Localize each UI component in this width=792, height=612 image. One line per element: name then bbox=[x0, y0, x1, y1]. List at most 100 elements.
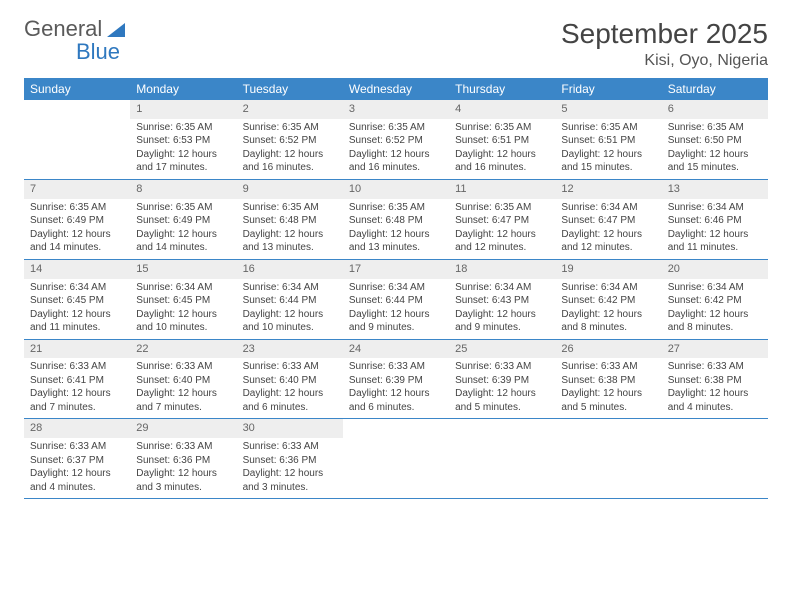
day-body: Sunrise: 6:35 AMSunset: 6:51 PMDaylight:… bbox=[555, 119, 661, 179]
calendar-cell: 5Sunrise: 6:35 AMSunset: 6:51 PMDaylight… bbox=[555, 100, 661, 179]
calendar-cell: 26Sunrise: 6:33 AMSunset: 6:38 PMDayligh… bbox=[555, 339, 661, 419]
day-body: Sunrise: 6:34 AMSunset: 6:42 PMDaylight:… bbox=[662, 279, 768, 339]
day-line: Daylight: 12 hours bbox=[243, 308, 337, 322]
day-line: Sunrise: 6:35 AM bbox=[668, 121, 762, 135]
day-line: and 8 minutes. bbox=[668, 321, 762, 335]
day-line: Daylight: 12 hours bbox=[349, 308, 443, 322]
day-line: Sunrise: 6:35 AM bbox=[561, 121, 655, 135]
calendar-cell: 21Sunrise: 6:33 AMSunset: 6:41 PMDayligh… bbox=[24, 339, 130, 419]
calendar-cell: 6Sunrise: 6:35 AMSunset: 6:50 PMDaylight… bbox=[662, 100, 768, 179]
calendar-cell-empty bbox=[555, 419, 661, 499]
day-line: Sunset: 6:48 PM bbox=[243, 214, 337, 228]
logo-sail-icon bbox=[107, 23, 125, 37]
calendar-cell-empty bbox=[24, 100, 130, 179]
day-line: and 12 minutes. bbox=[455, 241, 549, 255]
calendar-cell: 20Sunrise: 6:34 AMSunset: 6:42 PMDayligh… bbox=[662, 259, 768, 339]
day-line: Daylight: 12 hours bbox=[349, 148, 443, 162]
day-line: Sunrise: 6:34 AM bbox=[455, 281, 549, 295]
header: General Blue September 2025 Kisi, Oyo, N… bbox=[24, 18, 768, 70]
day-line: and 16 minutes. bbox=[243, 161, 337, 175]
day-body: Sunrise: 6:33 AMSunset: 6:39 PMDaylight:… bbox=[343, 358, 449, 418]
day-line: and 6 minutes. bbox=[349, 401, 443, 415]
day-line: and 3 minutes. bbox=[136, 481, 230, 495]
title-block: September 2025 Kisi, Oyo, Nigeria bbox=[561, 18, 768, 70]
day-number: 8 bbox=[130, 180, 236, 199]
day-body: Sunrise: 6:33 AMSunset: 6:37 PMDaylight:… bbox=[24, 438, 130, 498]
day-line: and 4 minutes. bbox=[668, 401, 762, 415]
calendar-cell: 12Sunrise: 6:34 AMSunset: 6:47 PMDayligh… bbox=[555, 179, 661, 259]
day-line: and 14 minutes. bbox=[136, 241, 230, 255]
day-number: 28 bbox=[24, 419, 130, 438]
day-line: Daylight: 12 hours bbox=[243, 467, 337, 481]
day-number: 27 bbox=[662, 340, 768, 359]
day-number: 13 bbox=[662, 180, 768, 199]
day-line: Sunrise: 6:34 AM bbox=[30, 281, 124, 295]
day-line: Sunrise: 6:33 AM bbox=[30, 440, 124, 454]
day-line: Sunrise: 6:35 AM bbox=[455, 121, 549, 135]
day-line: Sunset: 6:38 PM bbox=[668, 374, 762, 388]
calendar-cell: 4Sunrise: 6:35 AMSunset: 6:51 PMDaylight… bbox=[449, 100, 555, 179]
day-body: Sunrise: 6:33 AMSunset: 6:41 PMDaylight:… bbox=[24, 358, 130, 418]
day-line: Sunset: 6:38 PM bbox=[561, 374, 655, 388]
logo-part1: General bbox=[24, 16, 102, 41]
day-line: Sunrise: 6:35 AM bbox=[243, 201, 337, 215]
day-line: Sunrise: 6:34 AM bbox=[136, 281, 230, 295]
day-line: Daylight: 12 hours bbox=[30, 228, 124, 242]
day-number: 21 bbox=[24, 340, 130, 359]
day-body: Sunrise: 6:35 AMSunset: 6:52 PMDaylight:… bbox=[237, 119, 343, 179]
day-line: Sunrise: 6:33 AM bbox=[136, 360, 230, 374]
day-line: Daylight: 12 hours bbox=[136, 467, 230, 481]
calendar-cell: 23Sunrise: 6:33 AMSunset: 6:40 PMDayligh… bbox=[237, 339, 343, 419]
day-line: Daylight: 12 hours bbox=[243, 387, 337, 401]
day-line: and 11 minutes. bbox=[30, 321, 124, 335]
day-line: Daylight: 12 hours bbox=[349, 228, 443, 242]
month-title: September 2025 bbox=[561, 18, 768, 50]
day-line: Sunset: 6:52 PM bbox=[349, 134, 443, 148]
day-line: Sunset: 6:36 PM bbox=[136, 454, 230, 468]
day-line: Daylight: 12 hours bbox=[561, 228, 655, 242]
day-number: 17 bbox=[343, 260, 449, 279]
day-number: 9 bbox=[237, 180, 343, 199]
weekday-header: Thursday bbox=[449, 78, 555, 100]
day-line: Sunset: 6:53 PM bbox=[136, 134, 230, 148]
calendar-cell: 25Sunrise: 6:33 AMSunset: 6:39 PMDayligh… bbox=[449, 339, 555, 419]
day-line: Sunset: 6:44 PM bbox=[349, 294, 443, 308]
day-body: Sunrise: 6:34 AMSunset: 6:47 PMDaylight:… bbox=[555, 199, 661, 259]
day-line: and 4 minutes. bbox=[30, 481, 124, 495]
day-body: Sunrise: 6:35 AMSunset: 6:49 PMDaylight:… bbox=[130, 199, 236, 259]
day-line: and 13 minutes. bbox=[243, 241, 337, 255]
day-line: and 10 minutes. bbox=[136, 321, 230, 335]
day-number: 15 bbox=[130, 260, 236, 279]
day-number: 5 bbox=[555, 100, 661, 119]
day-line: and 12 minutes. bbox=[561, 241, 655, 255]
calendar-row: 7Sunrise: 6:35 AMSunset: 6:49 PMDaylight… bbox=[24, 179, 768, 259]
logo: General Blue bbox=[24, 18, 125, 64]
day-line: Daylight: 12 hours bbox=[243, 228, 337, 242]
day-line: Sunset: 6:51 PM bbox=[455, 134, 549, 148]
day-line: Daylight: 12 hours bbox=[30, 387, 124, 401]
day-body: Sunrise: 6:34 AMSunset: 6:44 PMDaylight:… bbox=[237, 279, 343, 339]
day-line: and 17 minutes. bbox=[136, 161, 230, 175]
day-line: Sunrise: 6:33 AM bbox=[243, 440, 337, 454]
day-line: Sunrise: 6:35 AM bbox=[243, 121, 337, 135]
day-line: Sunset: 6:36 PM bbox=[243, 454, 337, 468]
day-line: Daylight: 12 hours bbox=[30, 308, 124, 322]
day-line: and 10 minutes. bbox=[243, 321, 337, 335]
day-line: Sunset: 6:45 PM bbox=[136, 294, 230, 308]
day-line: Sunrise: 6:33 AM bbox=[243, 360, 337, 374]
day-body: Sunrise: 6:35 AMSunset: 6:48 PMDaylight:… bbox=[237, 199, 343, 259]
day-line: and 6 minutes. bbox=[243, 401, 337, 415]
day-line: Daylight: 12 hours bbox=[668, 228, 762, 242]
day-line: Sunset: 6:40 PM bbox=[243, 374, 337, 388]
day-line: Sunrise: 6:34 AM bbox=[668, 281, 762, 295]
day-line: Daylight: 12 hours bbox=[668, 308, 762, 322]
calendar-cell-empty bbox=[662, 419, 768, 499]
day-number: 26 bbox=[555, 340, 661, 359]
day-body: Sunrise: 6:33 AMSunset: 6:36 PMDaylight:… bbox=[237, 438, 343, 498]
day-line: Sunrise: 6:33 AM bbox=[668, 360, 762, 374]
day-line: Sunrise: 6:35 AM bbox=[455, 201, 549, 215]
day-line: Sunset: 6:50 PM bbox=[668, 134, 762, 148]
day-body: Sunrise: 6:34 AMSunset: 6:45 PMDaylight:… bbox=[24, 279, 130, 339]
calendar-cell: 9Sunrise: 6:35 AMSunset: 6:48 PMDaylight… bbox=[237, 179, 343, 259]
day-line: Daylight: 12 hours bbox=[561, 148, 655, 162]
